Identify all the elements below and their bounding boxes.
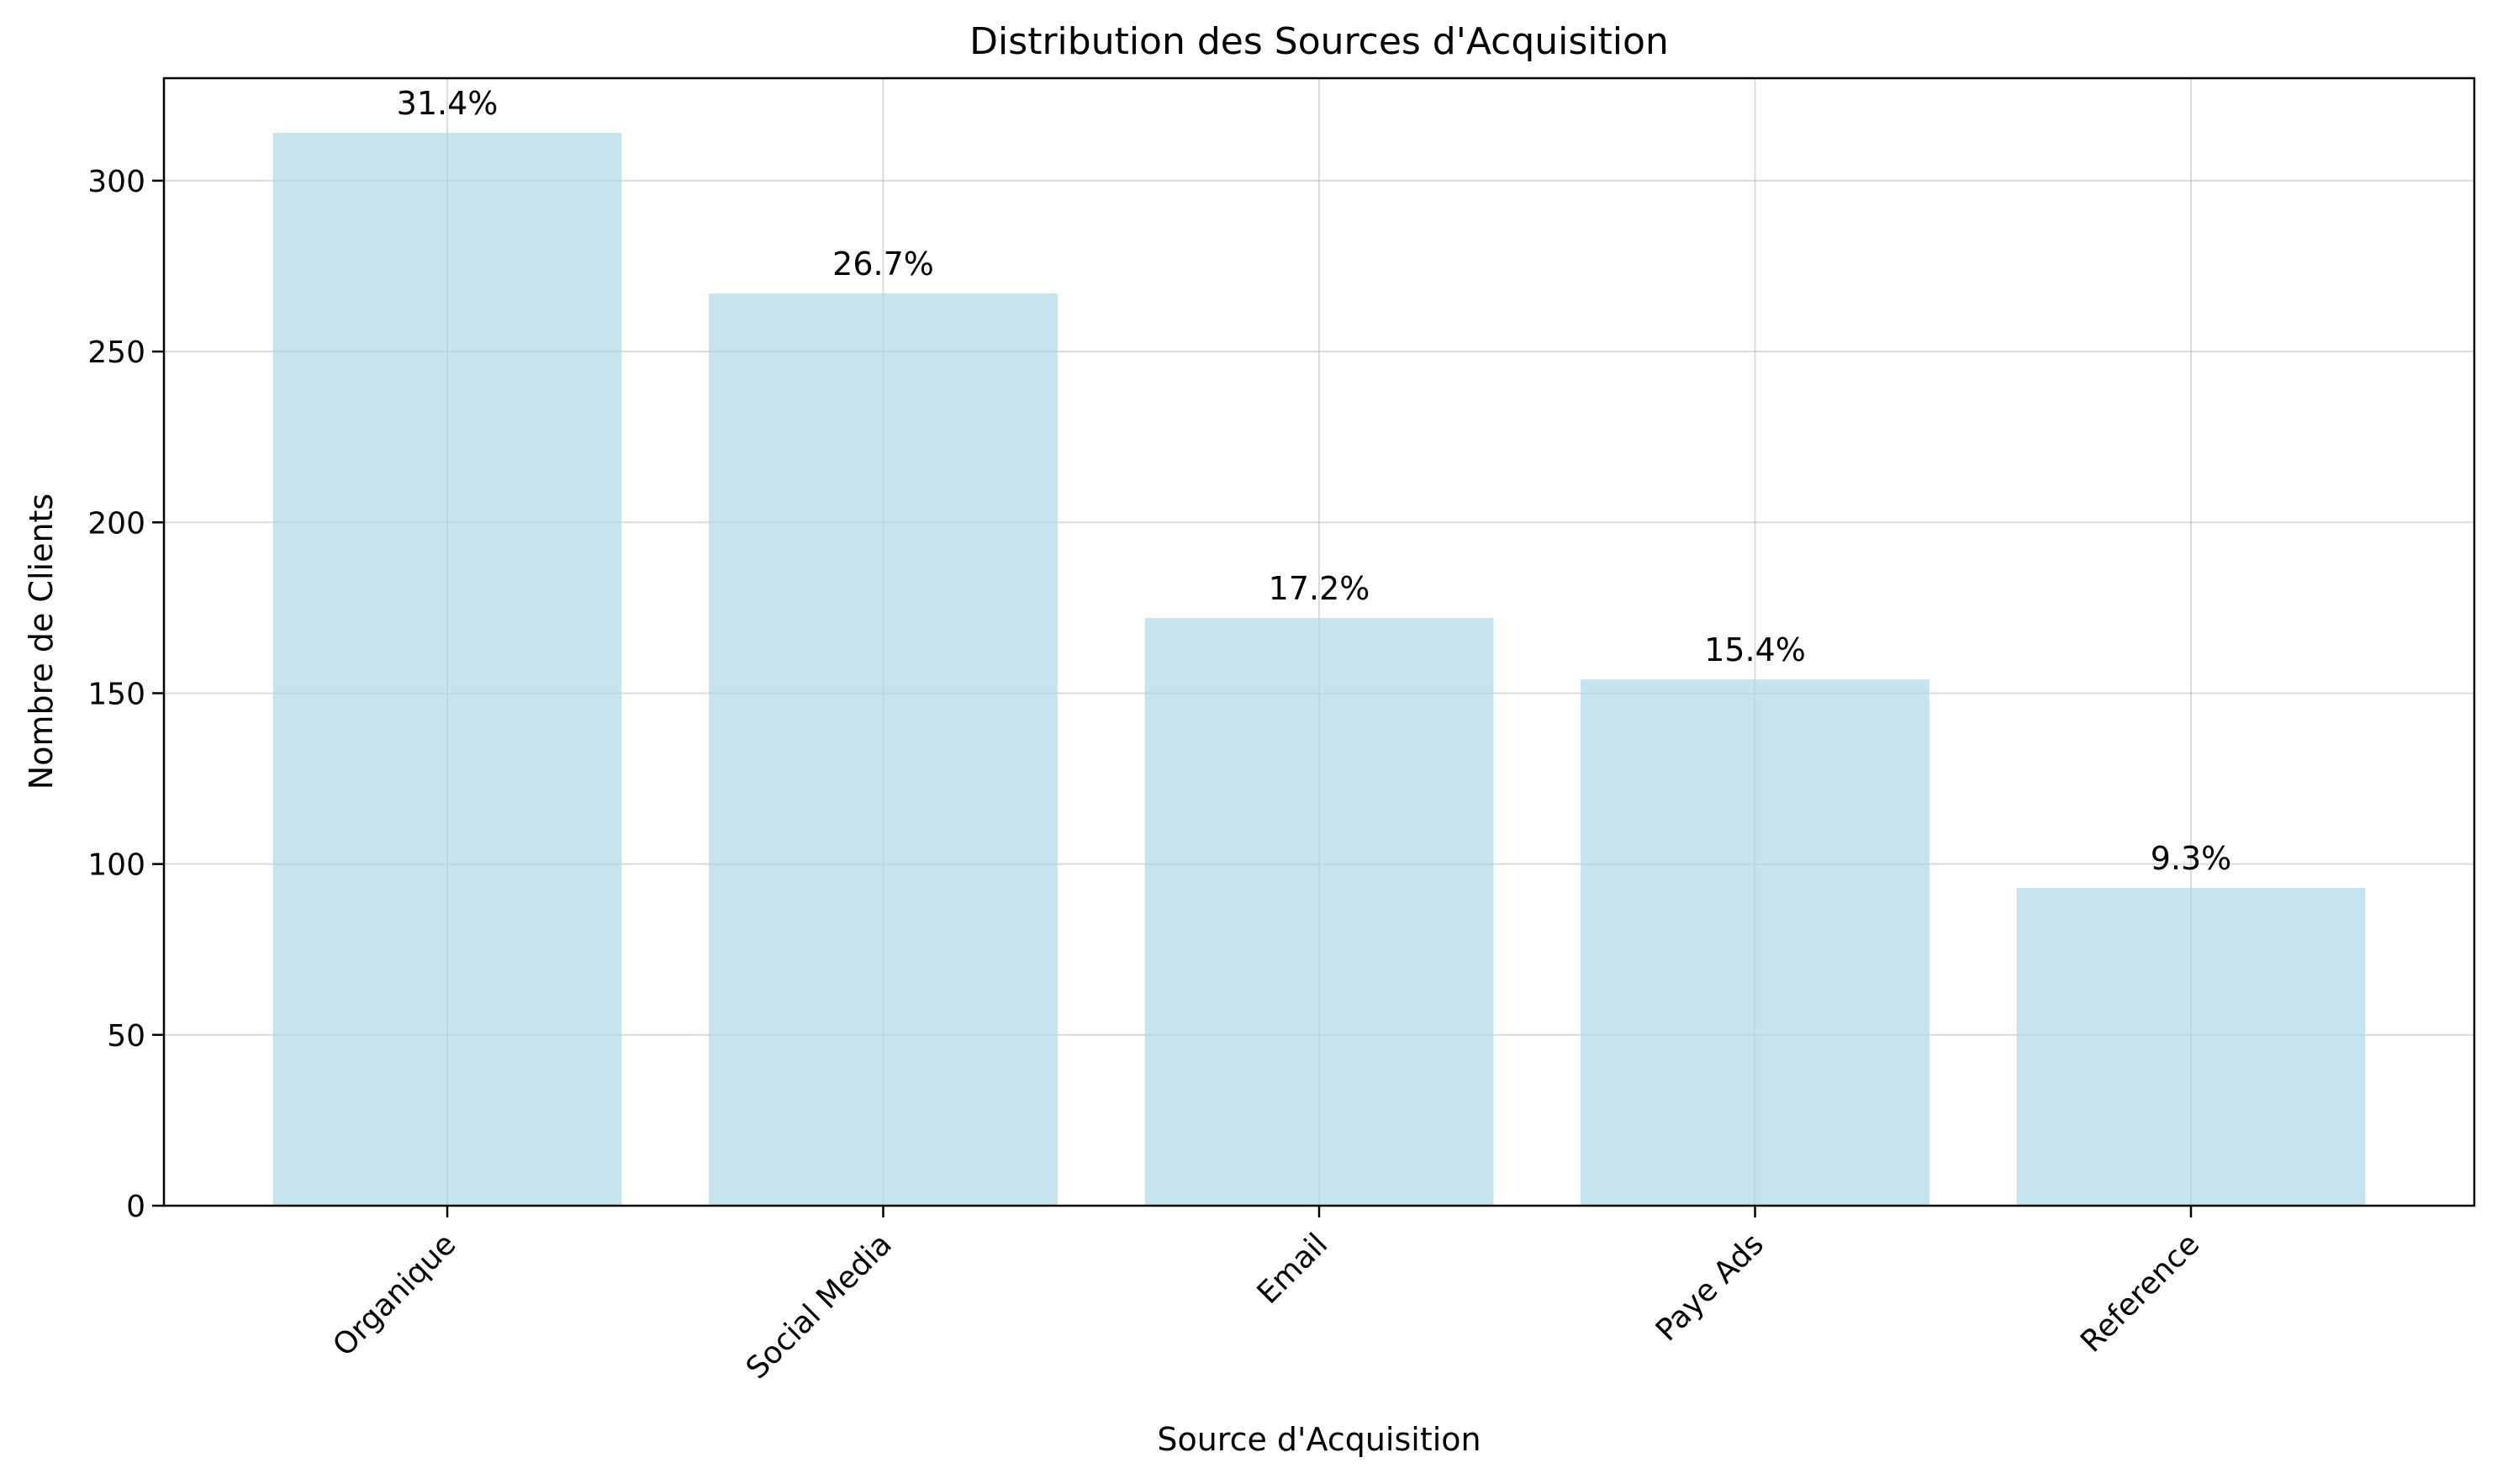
- data-label-2: 17.2%: [1269, 570, 1370, 607]
- y-axis-ticks: 0 50 100 150 200 250 300: [87, 165, 164, 1224]
- y-tick-label-250: 250: [87, 335, 145, 370]
- x-axis-label: Source d'Acquisition: [1157, 1421, 1481, 1458]
- y-tick-label-50: 50: [107, 1019, 145, 1054]
- data-label-3: 15.4%: [1704, 631, 1806, 668]
- bar-email: [1144, 618, 1494, 1206]
- data-label-1: 26.7%: [832, 246, 934, 283]
- bars: [272, 133, 2366, 1207]
- y-tick-label-100: 100: [87, 848, 145, 883]
- data-labels: 31.4% 26.7% 17.2% 15.4% 9.3%: [397, 85, 2232, 877]
- data-label-4: 9.3%: [2151, 840, 2232, 877]
- data-label-0: 31.4%: [397, 85, 499, 122]
- bar-organique: [272, 133, 622, 1206]
- y-tick-label-200: 200: [87, 506, 145, 541]
- bar-reference: [2016, 888, 2366, 1206]
- bar-social-media: [709, 293, 1058, 1207]
- y-axis-label: Nombre de Clients: [23, 494, 60, 790]
- y-tick-label-300: 300: [87, 165, 145, 199]
- bar-paye-ads: [1581, 679, 1930, 1206]
- chart-title: Distribution des Sources d'Acquisition: [969, 20, 1669, 63]
- y-tick-label-0: 0: [126, 1190, 145, 1224]
- y-tick-label-150: 150: [87, 677, 145, 711]
